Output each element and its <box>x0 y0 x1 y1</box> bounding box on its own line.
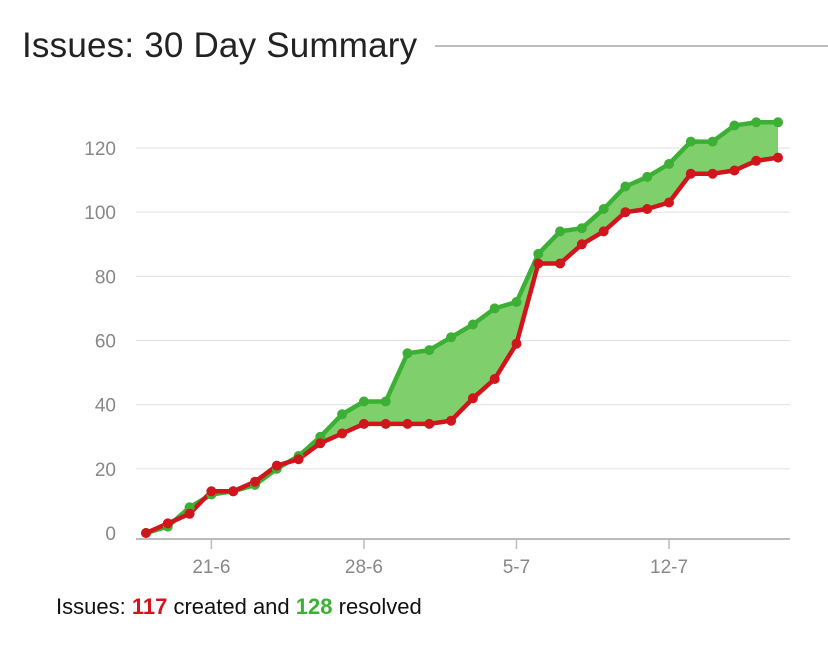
resolved-point <box>533 248 544 259</box>
summary-prefix: Issues: <box>56 594 126 619</box>
created-point <box>511 338 522 349</box>
created-point <box>228 486 239 497</box>
created-point <box>293 454 304 465</box>
resolved-point <box>751 117 762 128</box>
x-tick-label: 12-7 <box>650 557 688 578</box>
created-point <box>685 168 696 179</box>
created-point <box>380 418 391 429</box>
y-axis-ticks: 0 20 40 60 80 100 120 <box>84 139 116 545</box>
created-point <box>358 418 369 429</box>
created-point <box>664 197 674 208</box>
resolved-point <box>576 223 587 234</box>
chart-header: Issues: 30 Day Summary <box>22 22 828 70</box>
created-point <box>402 418 413 429</box>
created-point <box>446 415 457 426</box>
x-tick-label: 28-6 <box>345 557 383 578</box>
x-tick-label: 5-7 <box>503 557 530 578</box>
created-point <box>315 438 326 449</box>
y-tick-label: 60 <box>95 332 116 353</box>
resolved-point <box>642 171 653 182</box>
issues-summary: Issues: 117 created and 128 resolved <box>56 594 422 620</box>
resolved-point <box>489 303 500 314</box>
x-axis-ticks: 21-6 28-6 5-7 12-7 <box>192 539 688 578</box>
resolved-point <box>707 136 718 147</box>
resolved-point <box>467 319 478 330</box>
y-tick-label: 40 <box>95 396 116 417</box>
created-point <box>424 418 435 429</box>
created-label: created and <box>173 594 290 619</box>
created-point <box>489 374 500 384</box>
resolved-label: resolved <box>338 594 422 619</box>
y-tick-label: 80 <box>95 267 116 288</box>
resolved-point <box>337 409 348 420</box>
header-divider <box>435 45 828 47</box>
created-point <box>206 486 217 497</box>
created-point <box>598 226 609 237</box>
created-point <box>141 528 151 538</box>
resolved-point <box>773 117 783 128</box>
created-point <box>467 393 478 404</box>
y-tick-label: 120 <box>84 139 116 160</box>
y-tick-label: 0 <box>105 524 116 545</box>
grid-lines <box>136 147 790 470</box>
resolved-point <box>620 181 631 192</box>
resolved-count: 128 <box>295 594 333 619</box>
resolved-point <box>402 348 413 359</box>
resolved-point <box>358 396 369 407</box>
difference-area <box>146 122 778 534</box>
resolved-point <box>511 297 522 307</box>
y-tick-label: 20 <box>95 460 116 481</box>
created-point <box>751 155 762 166</box>
resolved-point <box>685 136 696 147</box>
series-points <box>141 117 783 538</box>
created-point <box>642 204 653 214</box>
created-point <box>555 258 566 269</box>
created-point <box>707 168 718 179</box>
resolved-point <box>446 332 457 343</box>
x-tick-label: 21-6 <box>192 557 230 578</box>
created-point <box>184 508 195 519</box>
y-tick-label: 100 <box>84 203 116 224</box>
created-point <box>576 239 587 250</box>
resolved-point <box>424 345 435 356</box>
created-point <box>620 207 631 218</box>
created-point <box>337 428 348 439</box>
resolved-point <box>380 396 391 407</box>
chart-title: Issues: 30 Day Summary <box>22 26 418 65</box>
created-point <box>729 165 740 176</box>
created-resolved-gap-area <box>146 122 778 534</box>
resolved-point <box>664 159 674 169</box>
created-count: 117 <box>131 594 168 619</box>
created-point <box>271 460 282 471</box>
created-point <box>533 258 544 269</box>
resolved-point <box>729 120 740 131</box>
resolved-point <box>555 226 566 237</box>
created-point <box>162 518 173 529</box>
resolved-point <box>598 204 609 214</box>
series-lines <box>143 120 781 536</box>
created-point <box>773 152 783 163</box>
created-point <box>250 476 260 487</box>
